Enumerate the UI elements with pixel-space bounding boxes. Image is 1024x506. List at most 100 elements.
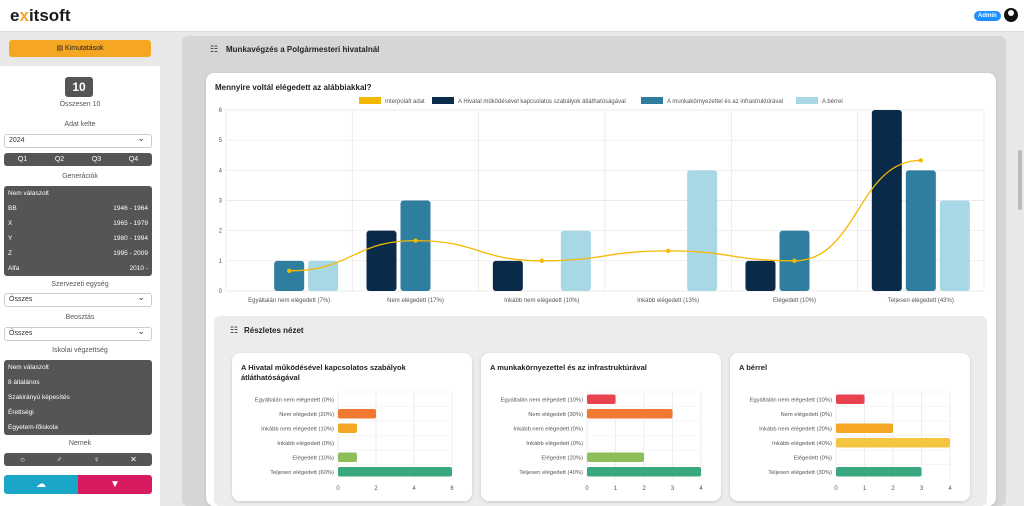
bar [687,170,718,291]
generation-range: 1946 - 1964 [113,205,148,212]
interpolated-point [286,268,292,273]
detail-title: Részletes nézet [244,326,304,335]
bar [939,200,970,291]
bar [274,260,305,291]
reports-button[interactable]: ▤ Kimutatások [9,40,151,57]
bar [560,230,591,291]
quarter-q1[interactable]: Q1 [17,156,28,163]
clear-filter-button[interactable]: ▼ [78,475,152,494]
x-tick-label: Inkább nem elégedett (10%) [504,298,579,304]
interpolated-point [792,258,797,264]
generation-item[interactable]: X 1965 - 1979 [4,216,152,231]
generation-name: X [8,220,13,227]
generation-item[interactable]: BB 1946 - 1964 [4,201,152,216]
bar [366,230,397,291]
user-avatar-icon[interactable] [1004,8,1018,22]
bar [587,409,673,419]
org-unit-select[interactable]: Összes [4,291,152,307]
generation-range: 1980 - 1994 [113,235,148,242]
bar [836,467,922,477]
bar [338,452,357,462]
bar [587,467,701,477]
generation-item[interactable]: Y 1980 - 1994 [4,231,152,246]
category-label: Inkább nem elégedett (20%) [759,426,832,432]
response-count-label: Összesen 10 [59,101,101,108]
category-label: Elégedett (20%) [541,455,583,461]
category-label: Inkább nem elégedett (0%) [513,426,583,432]
generation-range: 1995 - 2009 [113,250,148,257]
category-label: Inkább elégedett (40%) [772,441,832,447]
interpolated-point [665,248,671,254]
x-tick-label: Teljesen elégedett (43%) [888,298,954,304]
legend-label: A Hivatal működésével kapcsolatos szabál… [458,99,626,105]
legend-swatch [796,97,818,104]
detail-card-title: A Hivatal működésével kapcsolatos szabál… [241,363,406,382]
generation-name: Y [8,235,13,242]
interpolated-line [289,159,921,272]
generation-item[interactable]: Z 1995 - 2009 [4,246,152,261]
generation-range: 1965 - 1979 [113,220,148,227]
hierarchy-icon: ☷ [230,325,239,335]
category-label: Egyáltalán nem elégedett (0%) [255,397,334,403]
gender-option-3[interactable]: ✕ [130,455,137,464]
quarter-q4[interactable]: Q4 [128,156,139,163]
education-item[interactable]: Érettségi [8,409,34,416]
detail-chart-rules: 0 2 4 6 Egyáltalán nem elégedett (0%) Nem elé… [255,391,454,492]
x-tick-label: 1 [863,486,867,492]
x-tick-label: 3 [671,486,675,492]
x-tick-label: 0 [834,486,838,492]
gender-option-2[interactable]: ♀ [93,455,100,464]
bar [587,452,644,462]
date-label: Adat kelte [64,121,96,128]
bar [587,394,616,404]
bar [308,260,339,291]
gender-label: Nemek [68,440,92,447]
category-label: Teljesen elégedett (40%) [519,470,583,476]
top-bar: exitsoft Admin [0,0,1024,32]
education-item[interactable]: Nem válaszolt [8,364,49,371]
x-tick-label: 0 [585,486,589,492]
x-tick-label: Nem elégedett (17%) [387,298,444,304]
generation-item[interactable]: Alfa 2010 - [4,261,152,276]
category-label: Egyáltalán nem elégedett (10%) [501,397,584,403]
hierarchy-icon: ☷ [210,44,219,54]
filter-clear-icon: ▼ [110,479,120,490]
legend-swatch [641,97,663,104]
admin-badge[interactable]: Admin [974,11,1001,21]
category-label: Teljesen elégedett (60%) [270,470,334,476]
main-chart: Interpolált adat A Hivatal működésével ka… [219,97,985,304]
category-label: Nem elégedett (20%) [279,412,334,418]
detail-chart-environment: 0 1 2 3 4 Egyáltalán nem elégedett (10%) Nem e… [501,391,703,492]
bar [871,110,902,291]
bar [338,409,376,419]
x-tick-label: 2 [642,486,646,492]
gender-selector: ○ ♂ ♀ ✕ [4,453,152,466]
interpolated-point [539,258,545,264]
detail-chart-salary: 0 1 2 3 4 Egyáltalán nem elégedett (10%) Nem e… [750,391,952,492]
education-item[interactable]: Szakirányú képesítés [8,394,70,401]
category-label: Egyáltalán nem elégedett (10%) [750,397,833,403]
gender-option-0[interactable]: ○ [20,455,25,464]
education-item[interactable]: Egyetem-főiskola [8,424,58,431]
position-select[interactable]: Összes [4,325,152,341]
bar [338,423,357,433]
download-button[interactable]: ☁ [4,475,78,494]
gender-option-1[interactable]: ♂ [56,455,63,464]
category-label: Elégedett (10%) [292,455,334,461]
quarter-q2[interactable]: Q2 [54,156,65,163]
bar [905,170,936,291]
org-unit-label: Szervezeti egység [51,281,109,288]
detail-card-title: A bérrel [739,363,768,372]
bar [492,260,523,291]
app-logo[interactable]: exitsoft [10,6,71,25]
x-tick-label: 2 [891,486,895,492]
education-item[interactable]: 8 általános [8,379,40,386]
bar [836,438,950,448]
detail-card-environment: A munkakörnyezettel és az infrastruktúrá… [481,353,721,501]
category-label: Teljesen elégedett (30%) [768,470,832,476]
year-select[interactable]: 2024 [4,132,152,148]
x-tick-label: Inkább elégedett (13%) [637,298,699,304]
generation-item[interactable]: Nem válaszolt [4,186,152,201]
page-scrollbar[interactable] [1018,150,1022,210]
quarter-q3[interactable]: Q3 [91,156,102,163]
